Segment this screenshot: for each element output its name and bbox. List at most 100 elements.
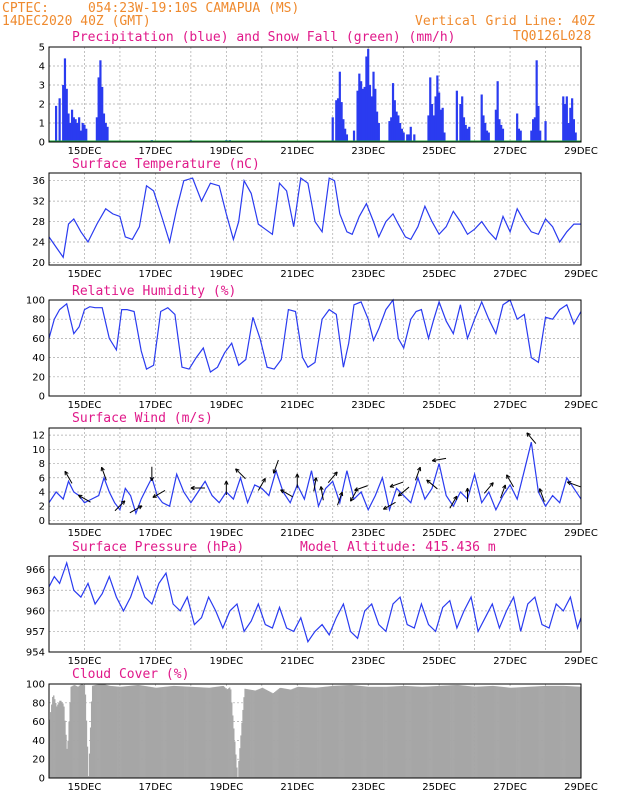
cloud-area-slice bbox=[68, 721, 70, 778]
precip-bar bbox=[432, 115, 435, 142]
precip-bar bbox=[498, 119, 501, 142]
precip-xtick-label: 19DEC bbox=[209, 146, 243, 157]
cloud-area-slice bbox=[184, 686, 186, 778]
cloud-area-slice bbox=[501, 686, 503, 778]
cloud-area-slice bbox=[261, 687, 264, 778]
temperature-xtick-label: 21DEC bbox=[280, 269, 314, 280]
cloud-area-slice bbox=[196, 687, 198, 778]
cloud-area-slice bbox=[452, 685, 454, 778]
cloud-area-slice bbox=[179, 686, 182, 778]
temperature-xtick-label: 27DEC bbox=[493, 269, 527, 280]
cloud-area-slice bbox=[62, 703, 64, 778]
cloud-area-slice bbox=[116, 686, 118, 778]
cloud-area-slice bbox=[175, 686, 178, 778]
cloud-area-slice bbox=[439, 685, 442, 778]
precip-bar bbox=[461, 96, 464, 142]
cloud-area-slice bbox=[122, 686, 124, 778]
precip-bar bbox=[377, 123, 380, 142]
cloud-area-slice bbox=[231, 702, 233, 778]
cloud-area-slice bbox=[211, 687, 213, 778]
cloud-area-slice bbox=[578, 686, 581, 778]
cloud-area-slice bbox=[53, 695, 55, 778]
cloud-area-slice bbox=[525, 686, 528, 778]
humidity-xtick-label: 27DEC bbox=[493, 400, 527, 411]
cloud-area-slice bbox=[356, 685, 359, 778]
cloud-ytick-label: 60 bbox=[32, 717, 45, 728]
cloud-area-slice bbox=[302, 687, 305, 778]
cloud-area-slice bbox=[415, 686, 417, 778]
pressure-xtick-label: 21DEC bbox=[280, 656, 314, 667]
cloud-area-slice bbox=[498, 686, 500, 778]
precip-bar bbox=[406, 134, 409, 142]
precip-bar bbox=[81, 123, 84, 142]
cloud-area-slice bbox=[470, 686, 472, 778]
cloud-area-slice bbox=[95, 684, 97, 778]
temperature-ytick-label: 32 bbox=[32, 197, 45, 208]
cloud-area-slice bbox=[86, 746, 89, 778]
cloud-area-slice bbox=[78, 685, 80, 778]
cloud-area-slice bbox=[479, 686, 482, 778]
precip-bar bbox=[413, 134, 416, 142]
cloud-area-slice bbox=[216, 686, 219, 778]
cloud-area-slice bbox=[532, 686, 535, 778]
wind-arrow bbox=[426, 479, 438, 490]
cloud-area-slice bbox=[337, 685, 339, 778]
precip-bar bbox=[340, 102, 343, 142]
cloud-area-slice bbox=[434, 686, 437, 778]
cloud-area-slice bbox=[212, 687, 215, 778]
precip-bar bbox=[345, 134, 349, 142]
cloud-xtick-label: 29DEC bbox=[564, 782, 598, 793]
cloud-area-slice bbox=[130, 685, 133, 778]
cloud-area-slice bbox=[142, 685, 144, 778]
precip-bar bbox=[104, 123, 107, 142]
cloud-area-slice bbox=[106, 685, 108, 778]
cloud-area-slice bbox=[193, 686, 195, 778]
cloud-area-slice bbox=[520, 687, 522, 778]
cloud-area-slice bbox=[374, 686, 376, 778]
cloud-area-slice bbox=[345, 685, 348, 778]
wind-line bbox=[48, 442, 582, 516]
precip-bar bbox=[375, 111, 379, 142]
cloud-area-slice bbox=[329, 686, 331, 778]
cloud-area-slice bbox=[365, 686, 367, 778]
cloud-area-slice bbox=[391, 686, 394, 778]
cloud-area-slice bbox=[176, 686, 179, 778]
cloud-area-slice bbox=[462, 685, 464, 778]
cloud-area-slice bbox=[223, 687, 226, 778]
cloud-area-slice bbox=[427, 686, 429, 778]
cloud-area-slice bbox=[203, 687, 205, 778]
cloud-area-slice bbox=[52, 696, 54, 778]
cloud-area-slice bbox=[489, 686, 492, 778]
cloud-area-slice bbox=[362, 686, 364, 778]
cloud-area-slice bbox=[118, 686, 120, 778]
cloud-area-slice bbox=[420, 686, 422, 778]
pressure-xtick-label: 27DEC bbox=[493, 656, 527, 667]
cloud-ytick-label: 40 bbox=[32, 736, 45, 747]
cloud-area-slice bbox=[446, 685, 449, 778]
cloud-area-slice bbox=[101, 684, 103, 778]
cloud-area-slice bbox=[112, 686, 114, 778]
cloud-area-slice bbox=[530, 686, 533, 778]
precip-bar bbox=[567, 123, 570, 142]
cloud-area-slice bbox=[466, 685, 468, 778]
cloud-area-slice bbox=[464, 685, 466, 778]
cloud-area-slice bbox=[440, 685, 443, 778]
cloud-area-slice bbox=[378, 686, 380, 778]
cloud-area-slice bbox=[180, 686, 183, 778]
precip-bar bbox=[519, 130, 522, 142]
cloud-area-slice bbox=[382, 686, 384, 778]
cloud-area-slice bbox=[81, 684, 84, 778]
cloud-area-slice bbox=[512, 687, 514, 778]
cloud-area-slice bbox=[148, 686, 150, 778]
cloud-area-slice bbox=[292, 688, 294, 778]
precip-bar bbox=[487, 132, 490, 142]
cloud-area-slice bbox=[480, 686, 483, 778]
cloud-area-slice bbox=[472, 686, 474, 778]
humidity-ytick-label: 0 bbox=[39, 392, 45, 403]
cloud-area-slice bbox=[51, 704, 53, 778]
cloud-area-slice bbox=[330, 686, 332, 778]
pressure-ytick-label: 963 bbox=[26, 586, 45, 597]
cloud-area-slice bbox=[208, 687, 210, 778]
cloud-area-slice bbox=[364, 686, 366, 778]
cloud-area-slice bbox=[268, 691, 271, 778]
